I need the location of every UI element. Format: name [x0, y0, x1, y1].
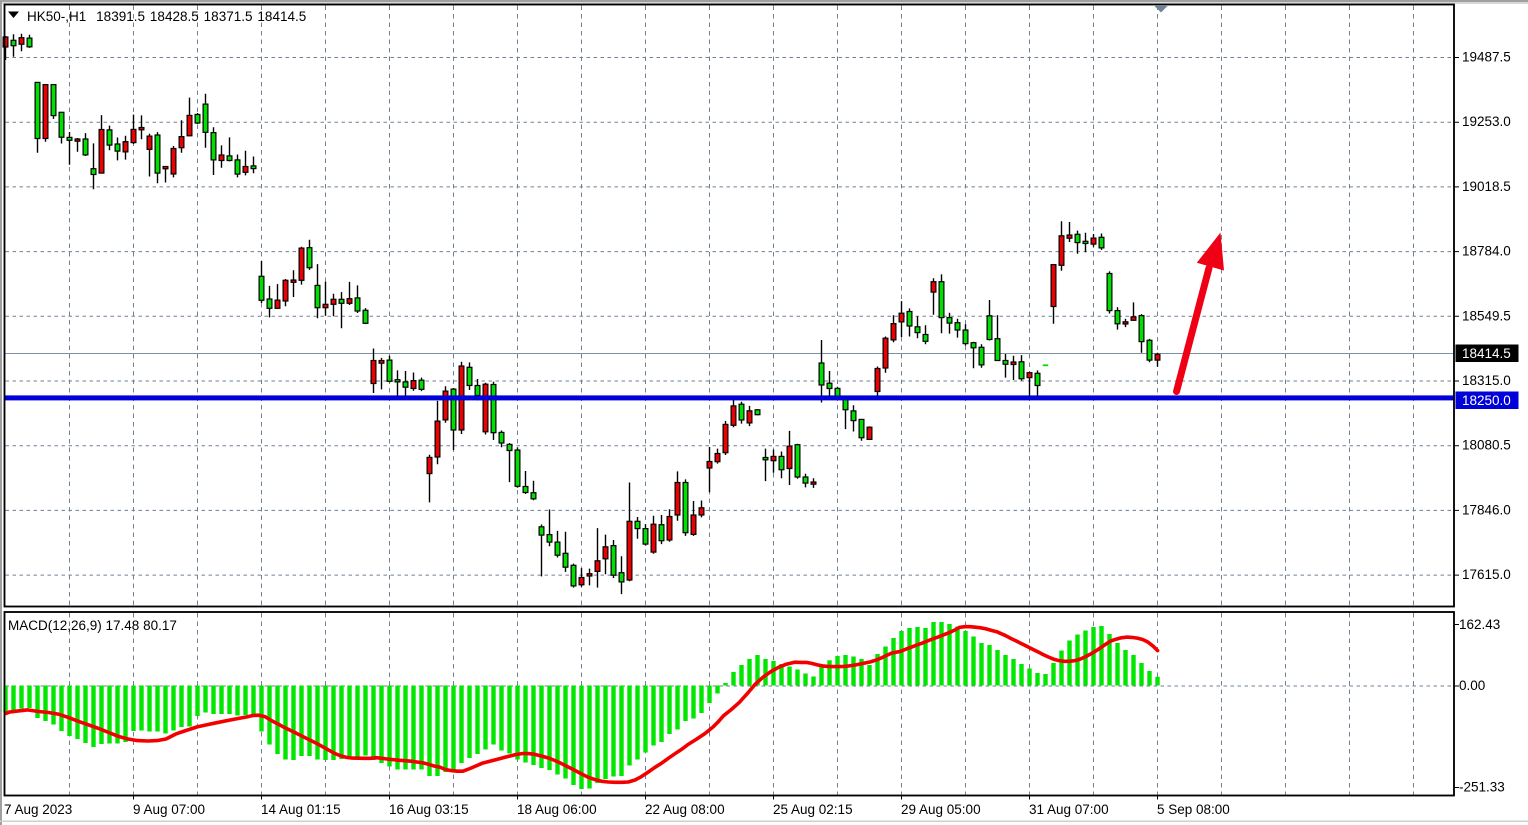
svg-text:18315.0: 18315.0	[1462, 373, 1511, 388]
svg-text:14 Aug 01:15: 14 Aug 01:15	[261, 802, 341, 817]
svg-text:17846.0: 17846.0	[1462, 502, 1511, 517]
svg-text:5 Sep 08:00: 5 Sep 08:00	[1157, 802, 1230, 817]
svg-text:18549.5: 18549.5	[1462, 308, 1511, 323]
svg-text:22 Aug 08:00: 22 Aug 08:00	[645, 802, 725, 817]
svg-text:HK50-,H1 18391.5 18428.5 1837: HK50-,H1 18391.5 18428.5 18371.5 18414.5	[27, 9, 306, 24]
svg-text:19018.5: 19018.5	[1462, 179, 1511, 194]
svg-text:7 Aug 2023: 7 Aug 2023	[4, 802, 72, 817]
svg-text:0.00: 0.00	[1459, 678, 1485, 693]
svg-text:17615.0: 17615.0	[1462, 567, 1511, 582]
svg-text:29 Aug 05:00: 29 Aug 05:00	[901, 802, 981, 817]
svg-text:18 Aug 06:00: 18 Aug 06:00	[517, 802, 597, 817]
svg-text:162.43: 162.43	[1459, 617, 1500, 632]
svg-text:18784.0: 18784.0	[1462, 244, 1511, 259]
svg-text:19487.5: 19487.5	[1462, 50, 1511, 65]
svg-text:18080.5: 18080.5	[1462, 438, 1511, 453]
svg-text:-251.33: -251.33	[1459, 780, 1505, 795]
svg-text:19253.0: 19253.0	[1462, 114, 1511, 129]
svg-text:18414.5: 18414.5	[1462, 346, 1511, 361]
svg-text:25 Aug 02:15: 25 Aug 02:15	[773, 802, 853, 817]
svg-text:9 Aug 07:00: 9 Aug 07:00	[133, 802, 205, 817]
svg-text:18250.0: 18250.0	[1462, 393, 1511, 408]
svg-text:31 Aug 07:00: 31 Aug 07:00	[1029, 802, 1109, 817]
svg-text:16 Aug 03:15: 16 Aug 03:15	[389, 802, 469, 817]
svg-text:MACD(12,26,9) 17.48 80.17: MACD(12,26,9) 17.48 80.17	[8, 618, 177, 633]
